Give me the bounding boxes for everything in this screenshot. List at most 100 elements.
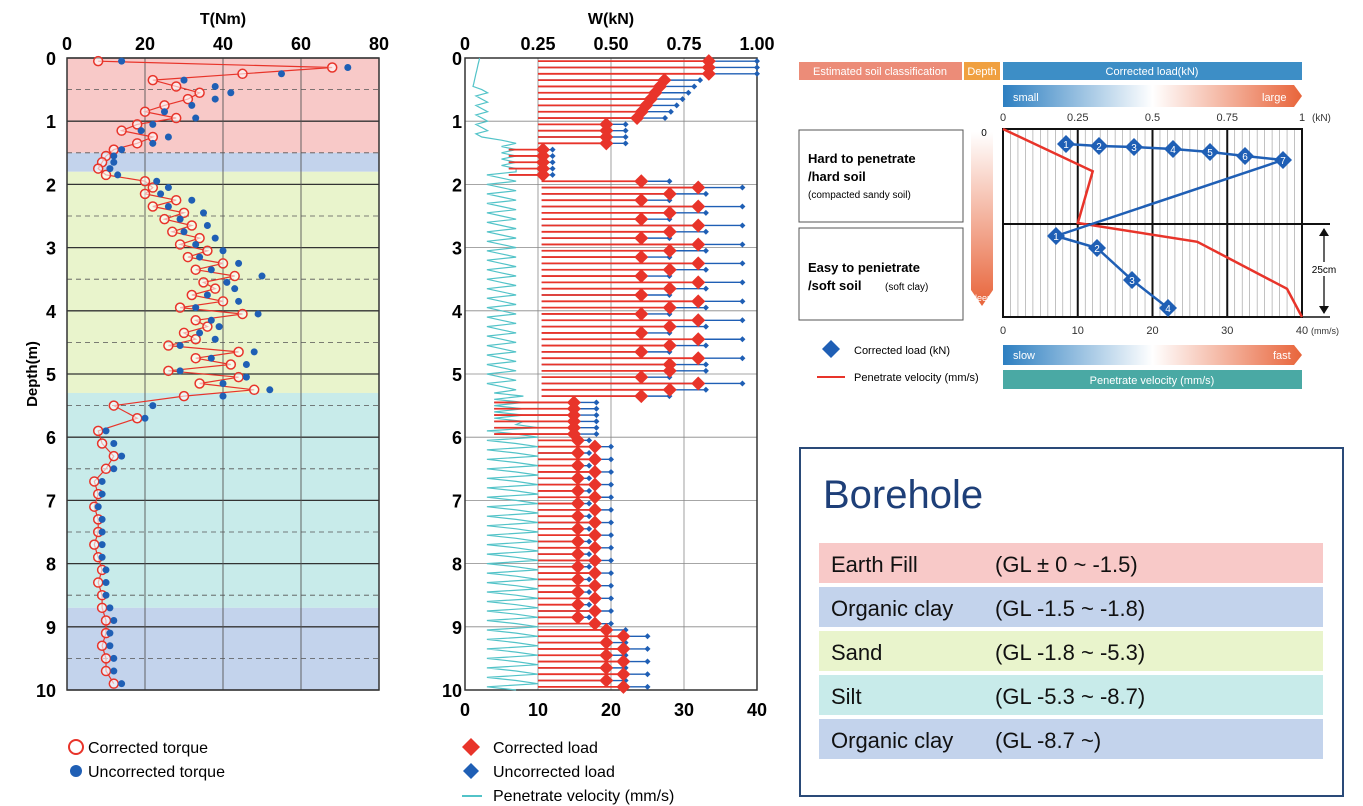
load-point bbox=[1047, 227, 1065, 245]
corrected-load-point bbox=[587, 578, 602, 593]
small-label: small bbox=[1013, 92, 1039, 104]
uncorrected-torque-point bbox=[176, 342, 184, 350]
uncorrected-load-point bbox=[608, 570, 614, 577]
x-axis-title: T(Nm) bbox=[200, 11, 246, 28]
uncorrected-load-point bbox=[593, 431, 600, 438]
x-top-tick-labels: 0 0.25 0.50 0.75 1.00 bbox=[460, 34, 775, 54]
uncorrected-torque-point bbox=[118, 57, 126, 65]
uncorrected-torque-point bbox=[211, 95, 219, 103]
y-tick: 6 bbox=[46, 428, 56, 448]
uncorrected-torque-point bbox=[110, 654, 118, 662]
uncorrected-load-point bbox=[679, 96, 686, 103]
legend-marker-corrected-torque bbox=[68, 739, 84, 755]
hard-soil-line1: Hard to penetrate bbox=[808, 151, 916, 166]
plot-frame bbox=[66, 57, 380, 691]
uncorrected-torque-point bbox=[235, 259, 243, 267]
corrected-torque-point bbox=[209, 283, 221, 294]
load-point bbox=[1125, 138, 1143, 156]
legend-label-corrected-load-kn: Corrected load (kN) bbox=[854, 345, 950, 357]
corrected-torque-point bbox=[229, 270, 240, 282]
corrected-load-point bbox=[662, 243, 677, 258]
layer-name: Earth Fill bbox=[831, 552, 918, 577]
legend-label-corrected-load: Corrected load bbox=[493, 740, 598, 757]
top-tick-labels: 0 0.25 0.5 0.75 1 bbox=[1000, 112, 1305, 124]
x-tick: 0 bbox=[62, 34, 72, 54]
corrected-load-point bbox=[701, 66, 716, 81]
soft-soil-box bbox=[798, 227, 964, 321]
diagram-velocity-line bbox=[1002, 127, 1304, 318]
uncorrected-load-point bbox=[586, 487, 593, 494]
uncorrected-torque-point bbox=[106, 604, 114, 612]
corrected-load-point bbox=[616, 641, 631, 656]
uncorrected-load-point bbox=[622, 134, 629, 140]
load-point bbox=[1057, 135, 1075, 153]
layer-range: (GL -1.5 ~ -1.8) bbox=[995, 596, 1146, 621]
corrected-load-point bbox=[570, 585, 585, 600]
uncorrected-load-point bbox=[586, 500, 593, 507]
corrected-load-point bbox=[634, 174, 649, 189]
corrected-load-point bbox=[599, 622, 614, 637]
corrected-load-point bbox=[570, 521, 585, 536]
corrected-load-point bbox=[587, 604, 602, 618]
corrected-torque-point bbox=[194, 378, 205, 389]
uncorrected-torque-point bbox=[278, 70, 285, 78]
corrected-torque-point bbox=[202, 321, 213, 332]
velocity-line bbox=[472, 57, 539, 691]
x-bottom-tick: 10 bbox=[528, 700, 548, 720]
x-bottom-tick: 40 bbox=[747, 700, 767, 720]
corrected-torque-point bbox=[186, 289, 198, 301]
corrected-torque-point bbox=[233, 346, 244, 358]
y-tick-labels: 0 1 2 3 4 5 6 7 8 9 10 bbox=[36, 49, 56, 701]
corrected-torque-point bbox=[237, 68, 248, 80]
uncorrected-torque-point bbox=[110, 667, 118, 675]
corrected-torque-point bbox=[198, 277, 209, 288]
uncorrected-torque-point bbox=[110, 465, 118, 473]
uncorrected-torque-point bbox=[219, 247, 227, 255]
load-point-label: 4 bbox=[1165, 304, 1171, 315]
uncorrected-torque-point bbox=[200, 209, 207, 217]
corrected-torque-point bbox=[139, 188, 151, 200]
corrected-load-point bbox=[570, 446, 585, 460]
uncorrected-load-point bbox=[586, 551, 593, 558]
corrected-torque-point bbox=[131, 412, 143, 424]
legend-marker-corrected-load bbox=[462, 738, 480, 756]
x-tick: 40 bbox=[213, 34, 233, 54]
layer-name: Organic clay bbox=[831, 596, 954, 621]
corrected-torque-point bbox=[147, 74, 159, 86]
corrected-load-point bbox=[599, 635, 614, 650]
unit-kn: (kN) bbox=[1312, 113, 1331, 124]
uncorrected-load-point bbox=[739, 184, 746, 191]
uncorrected-torque-point bbox=[98, 541, 106, 549]
slow-label: slow bbox=[1013, 350, 1035, 362]
load-gradient-arrow bbox=[1003, 85, 1302, 107]
uncorrected-torque-point bbox=[102, 579, 110, 587]
corrected-torque-point bbox=[225, 359, 237, 370]
corrected-torque-point bbox=[174, 239, 186, 250]
load-point-label: 3 bbox=[1129, 276, 1135, 287]
y-tick: 9 bbox=[452, 618, 462, 638]
uncorrected-torque-point bbox=[254, 310, 262, 318]
corrected-load-point bbox=[570, 509, 585, 524]
y-tick: 4 bbox=[46, 302, 56, 322]
uncorrected-torque-point bbox=[207, 354, 215, 362]
corrected-load-point bbox=[616, 629, 631, 644]
x-top-tick: 0.25 bbox=[520, 34, 555, 54]
uncorrected-load-point bbox=[608, 506, 614, 513]
corrected-load-point bbox=[662, 205, 677, 220]
load-point-label: 1 bbox=[1063, 140, 1069, 151]
uncorrected-torque-point bbox=[102, 427, 110, 435]
uncorrected-torque-point bbox=[180, 76, 188, 84]
series-corrected-torque bbox=[89, 55, 338, 689]
corrected-load-point bbox=[570, 471, 585, 486]
uncorrected-load-point bbox=[586, 525, 593, 532]
uncorrected-torque-point bbox=[211, 82, 219, 90]
corrected-torque-point bbox=[89, 476, 100, 487]
legend-label-uncorrected-load: Uncorrected load bbox=[493, 764, 615, 781]
uncorrected-load-point bbox=[608, 532, 614, 539]
x-axis-title: W(kN) bbox=[588, 11, 634, 28]
torque-chart: 0 20 40 60 80 0 1 2 3 4 5 6 7 8 9 10 T(Nm) Depth(m) Co… bbox=[24, 11, 389, 781]
uncorrected-load-point bbox=[608, 481, 614, 488]
corrected-load-point bbox=[634, 250, 649, 265]
corrected-torque-point bbox=[108, 450, 120, 462]
